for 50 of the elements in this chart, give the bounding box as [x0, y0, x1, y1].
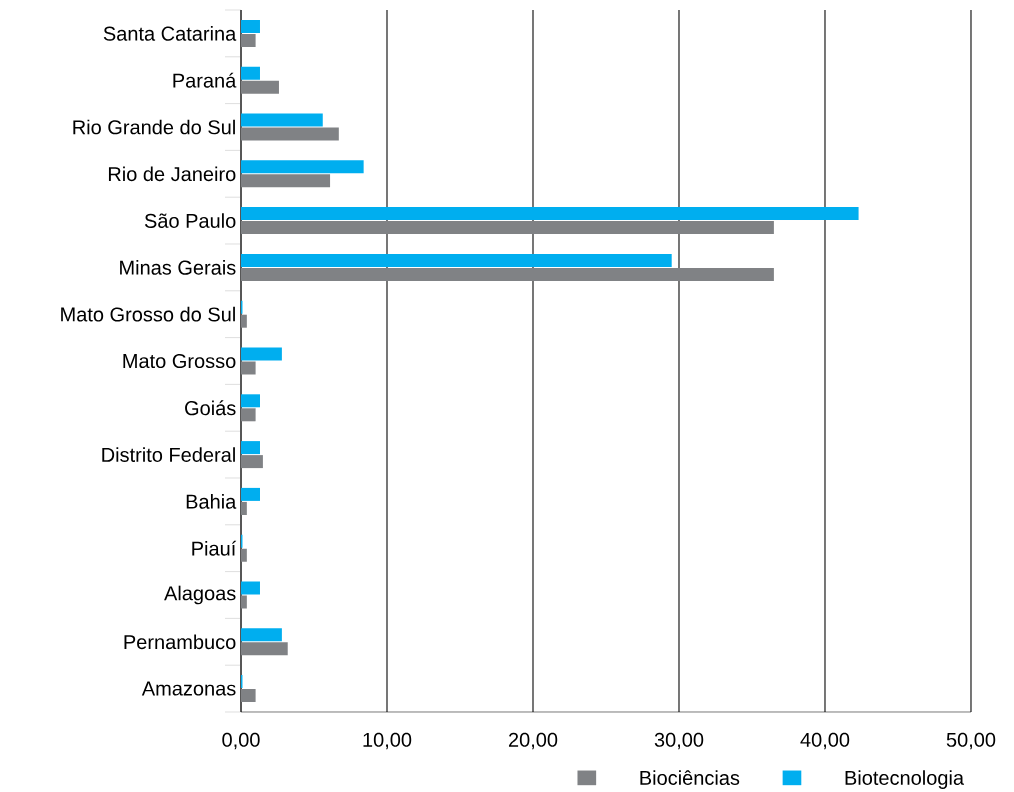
- bar: [241, 548, 247, 562]
- bar: [241, 581, 260, 595]
- bar: [241, 19, 260, 33]
- bar: [241, 628, 282, 642]
- bar: [241, 113, 323, 127]
- y-tick-label: Amazonas: [141, 681, 236, 696]
- bar: [241, 455, 263, 469]
- y-tick-label: Rio de Janeiro: [108, 166, 236, 182]
- bar: [241, 221, 774, 235]
- legend-label: Biotecnologia: [845, 770, 965, 789]
- y-tick-label: Piauí: [192, 540, 237, 556]
- y-tick-label: Mato Grosso: [123, 353, 236, 369]
- x-tick-label: 0,00: [222, 732, 260, 750]
- y-tick-label: Santa Catarina: [103, 26, 237, 41]
- y-tick-label: Minas Gerais: [120, 260, 236, 275]
- bar: [241, 394, 260, 408]
- bar: [241, 314, 247, 328]
- legend-label: Biociências: [640, 770, 740, 785]
- bar: [241, 408, 256, 422]
- bar: [241, 127, 339, 141]
- bar: [241, 66, 260, 80]
- y-tick-label: Distrito Federal: [102, 447, 235, 462]
- bar: [241, 487, 260, 501]
- bar: [241, 689, 256, 703]
- x-tick-label: 30,00: [654, 732, 704, 750]
- bar: [241, 207, 859, 221]
- bar: [241, 595, 247, 609]
- x-tick-label: 10,00: [363, 732, 412, 750]
- bar: [241, 642, 288, 656]
- y-tick-label: São Paulo: [144, 213, 236, 228]
- y-tick-label: Paraná: [173, 72, 237, 88]
- x-tick-label: 20,00: [508, 732, 558, 750]
- bar: [241, 361, 256, 375]
- y-tick-label: Alagoas: [164, 585, 236, 605]
- y-tick-label: Mato Grosso do Sul: [61, 306, 235, 322]
- x-tick-label: 50,00: [946, 732, 996, 750]
- x-tick-label: 40,00: [800, 732, 850, 750]
- bar: [241, 33, 256, 47]
- bar: [241, 160, 364, 174]
- bar: [241, 80, 279, 94]
- y-tick-label: Goiás: [185, 400, 236, 416]
- bar: [241, 347, 282, 361]
- y-tick-label: Rio Grande do Sul: [73, 119, 235, 135]
- bar: [241, 267, 774, 281]
- bar: [241, 253, 672, 267]
- y-tick-label: Pernambuco: [124, 634, 236, 650]
- bar: [241, 441, 260, 455]
- bar: [241, 174, 331, 188]
- y-tick-label: Bahia: [186, 494, 237, 509]
- bar: [241, 501, 247, 515]
